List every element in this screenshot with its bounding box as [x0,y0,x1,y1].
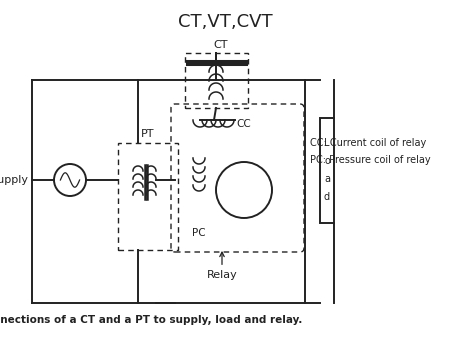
Text: L: L [324,139,330,148]
Text: Supply: Supply [0,175,28,185]
Text: o: o [324,156,330,167]
Text: a: a [324,174,330,185]
Bar [320,118,334,223]
Text: CT: CT [214,40,228,50]
Text: CT,VT,CVT: CT,VT,CVT [178,13,272,31]
Text: Relay: Relay [207,252,238,280]
Text: Connections of a CT and a PT to supply, load and relay.: Connections of a CT and a PT to supply, … [0,315,302,325]
Text: PC: PC [192,228,206,238]
Text: PC: Pressure coil of relay: PC: Pressure coil of relay [310,155,431,165]
Text: d: d [324,193,330,202]
Text: PT: PT [141,129,155,139]
Text: CC: CC [236,119,251,129]
Text: CC: Current coil of relay: CC: Current coil of relay [310,138,426,148]
